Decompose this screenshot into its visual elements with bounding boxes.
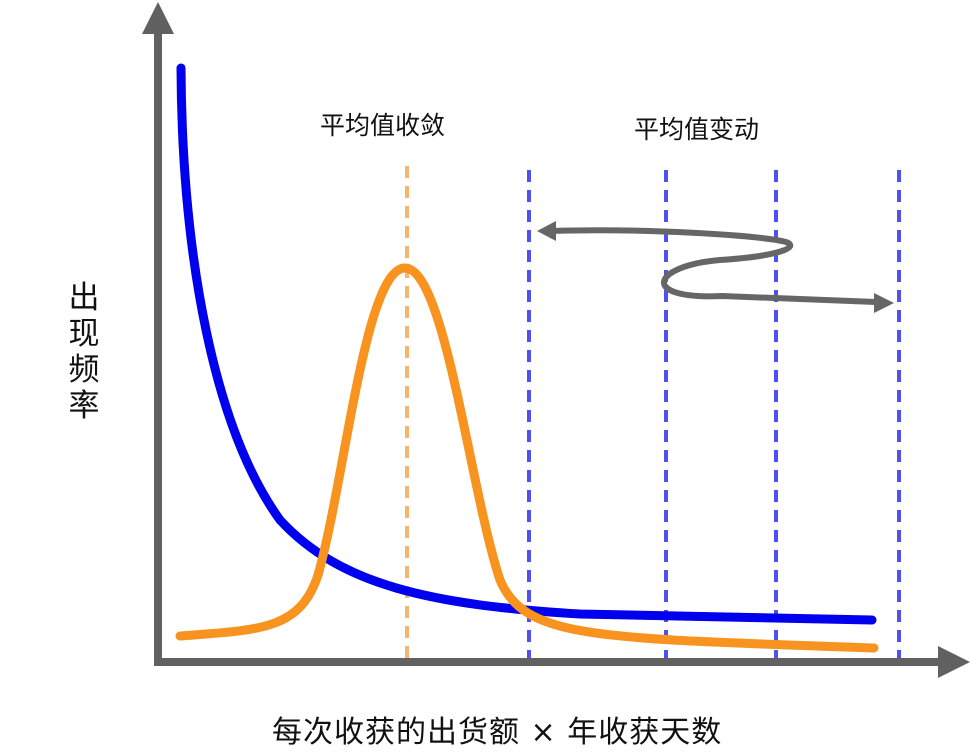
x-axis-arrowhead — [938, 646, 970, 678]
mean-shift-arrowhead-right — [874, 293, 894, 313]
y-axis-label: 出现频率 — [68, 280, 100, 424]
converge-label: 平均值收敛 — [320, 111, 446, 140]
mean-shift-arrowhead-left — [537, 221, 556, 241]
peaked-curve — [175, 263, 879, 653]
y-axis-arrowhead — [142, 2, 174, 34]
x-axis-label: 每次收获的出货额 × 年收获天数 — [272, 715, 723, 750]
long-tail-curve — [176, 63, 877, 625]
vary-label: 平均值变动 — [634, 115, 760, 144]
mean-shift-arrow — [549, 227, 879, 305]
